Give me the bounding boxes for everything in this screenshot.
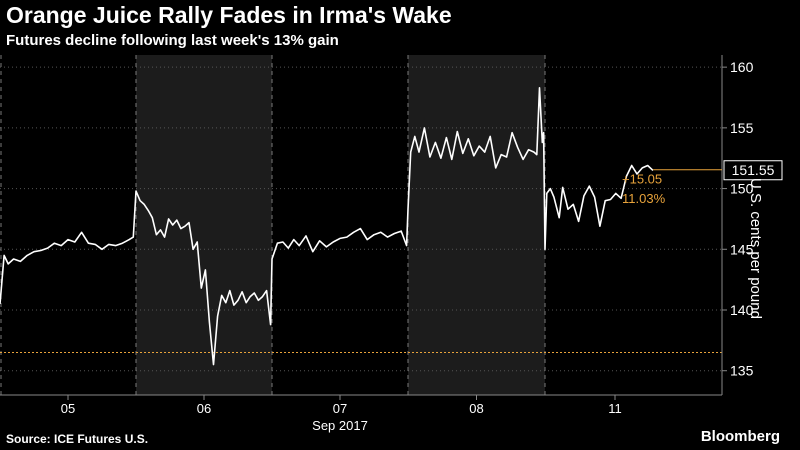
y-tick-label: 145 — [730, 241, 754, 257]
chart-title: Orange Juice Rally Fades in Irma's Wake — [6, 2, 452, 28]
x-axis-label: Sep 2017 — [312, 418, 368, 433]
x-tick-label: 08 — [469, 401, 483, 416]
shaded-band — [408, 55, 545, 395]
y-tick-label: 150 — [730, 181, 754, 197]
y-tick-label: 135 — [730, 363, 754, 379]
y-axis-label: U.S. cents per pound — [747, 178, 764, 319]
bloomberg-logo: Bloomberg — [700, 428, 780, 445]
x-tick-label: 05 — [61, 401, 75, 416]
x-tick-label: 07 — [333, 401, 347, 416]
x-tick-label: 11 — [608, 401, 622, 416]
y-gridlines — [0, 66, 722, 372]
y-tick-labels: 135 140 145 150 155 160 — [722, 59, 754, 379]
axes — [0, 55, 723, 396]
x-tick-labels: 05 06 07 08 11 — [61, 395, 622, 416]
last-value-box — [723, 160, 783, 181]
change-label: +15.05 — [622, 172, 662, 187]
shaded-band — [136, 55, 272, 395]
change-pct-label: 11.03% — [622, 191, 666, 206]
series-line — [0, 87, 654, 366]
chart-subtitle: Futures decline following last week's 13… — [6, 32, 339, 49]
y-tick-label: 155 — [730, 120, 754, 136]
y-tick-label: 140 — [730, 302, 754, 318]
y-tick-label: 160 — [730, 59, 754, 75]
last-value-label: 151.55 — [732, 162, 775, 178]
source-note: Source: ICE Futures U.S. — [6, 432, 149, 446]
x-tick-label: 06 — [197, 401, 211, 416]
shaded-day-bands — [136, 55, 545, 395]
